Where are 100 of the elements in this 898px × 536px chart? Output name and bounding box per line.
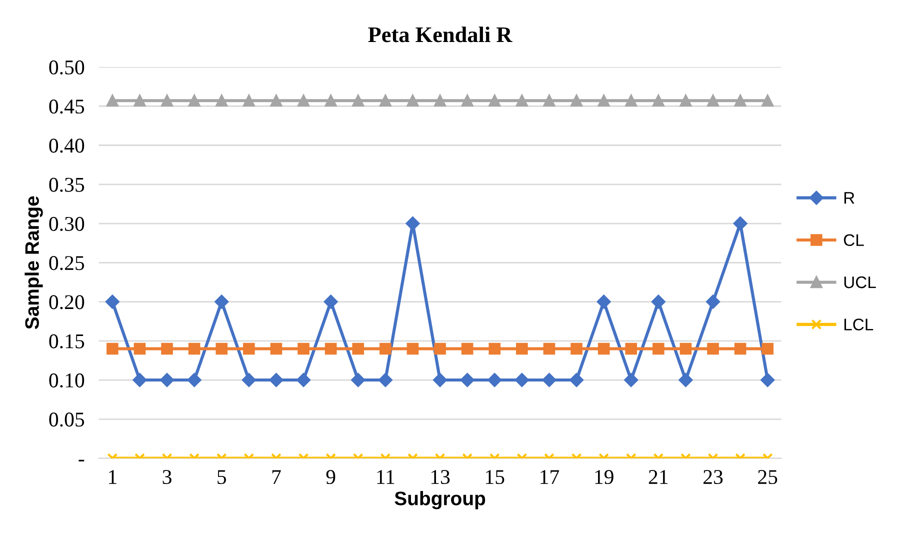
- y-tick-label: 0.45: [49, 100, 84, 114]
- x-tick-label: 13: [431, 470, 450, 484]
- x-tick-label: 17: [540, 470, 560, 484]
- point: [625, 342, 638, 355]
- point: [516, 342, 528, 355]
- point: [707, 94, 719, 107]
- point: [188, 342, 200, 355]
- point: [270, 94, 282, 107]
- y-tick-label: 0.05: [49, 412, 84, 427]
- x-axis-title: Subgroup: [394, 491, 486, 510]
- point: [105, 294, 120, 309]
- point: [187, 373, 202, 387]
- point: [680, 342, 692, 355]
- legend-label: R: [844, 192, 854, 204]
- x-tick-label: 9: [326, 470, 336, 484]
- point: [461, 342, 474, 355]
- point: [243, 342, 255, 355]
- point: [652, 94, 664, 107]
- point: [762, 342, 774, 355]
- point: [624, 373, 638, 387]
- point: [707, 342, 719, 355]
- x-tick-label: 5: [218, 470, 226, 484]
- point: [296, 373, 310, 387]
- y-tick-label: -: [78, 460, 84, 462]
- point: [598, 94, 610, 107]
- point: [134, 94, 146, 107]
- y-tick-label: 0.10: [49, 373, 84, 388]
- point: [706, 294, 720, 309]
- point: [678, 373, 693, 387]
- point: [134, 342, 146, 355]
- point: [598, 342, 610, 355]
- point: [216, 342, 228, 355]
- point: [734, 94, 746, 107]
- point: [625, 94, 638, 107]
- point: [406, 94, 419, 107]
- point: [298, 94, 310, 107]
- point: [324, 342, 337, 355]
- point: [460, 373, 474, 387]
- point: [242, 373, 256, 387]
- x-tick-label: 25: [758, 470, 778, 484]
- point: [216, 94, 228, 107]
- point: [488, 373, 502, 387]
- point: [734, 342, 746, 355]
- point: [132, 373, 147, 387]
- point: [651, 294, 666, 309]
- y-tick-label: 0.20: [49, 295, 84, 310]
- point: [570, 373, 584, 387]
- point: [352, 342, 364, 355]
- point: [380, 342, 392, 355]
- point: [324, 94, 337, 107]
- x-tick-label: 3: [162, 470, 172, 484]
- point: [570, 94, 582, 107]
- y-tick-label: 0.40: [49, 138, 84, 153]
- legend-label: UCL: [844, 276, 876, 288]
- point: [406, 342, 419, 355]
- point: [543, 342, 556, 355]
- y-tick-label: 0.25: [49, 256, 84, 270]
- point: [188, 94, 200, 107]
- x-tick-label: 1: [109, 470, 116, 484]
- point: [324, 294, 338, 309]
- legend-label: LCL: [844, 318, 874, 330]
- point: [516, 94, 528, 107]
- point: [680, 94, 692, 107]
- x-tick-label: 7: [272, 470, 281, 484]
- point: [488, 342, 501, 355]
- point: [378, 373, 392, 387]
- y-tick-label: 0.15: [49, 334, 84, 348]
- point: [570, 342, 582, 355]
- y-tick-label: 0.35: [49, 178, 84, 192]
- point: [106, 94, 118, 107]
- point: [514, 373, 529, 387]
- point: [652, 342, 664, 355]
- point: [380, 94, 392, 107]
- point: [434, 342, 446, 355]
- point: [161, 342, 173, 355]
- point: [214, 294, 229, 309]
- legend-label: CL: [844, 234, 864, 246]
- point: [298, 342, 310, 355]
- y-tick-label: 0.50: [49, 60, 84, 75]
- point: [351, 373, 366, 387]
- x-tick-label: 19: [595, 470, 614, 484]
- point: [160, 373, 174, 387]
- point: [461, 94, 474, 107]
- point: [762, 94, 774, 107]
- point: [161, 94, 173, 107]
- point: [543, 94, 556, 107]
- x-tick-label: 21: [648, 470, 668, 484]
- x-tick-label: 11: [377, 470, 394, 484]
- x-tick-label: 15: [486, 470, 504, 484]
- point: [434, 94, 446, 107]
- point: [269, 373, 284, 387]
- point: [433, 373, 447, 387]
- point: [270, 342, 282, 355]
- point: [760, 373, 775, 387]
- point: [542, 373, 556, 387]
- x-tick-label: 23: [704, 470, 723, 484]
- point: [406, 216, 420, 230]
- point: [243, 94, 255, 107]
- chart-title: Peta Kendali R: [368, 26, 512, 42]
- y-axis-title: Sample Range: [24, 196, 43, 330]
